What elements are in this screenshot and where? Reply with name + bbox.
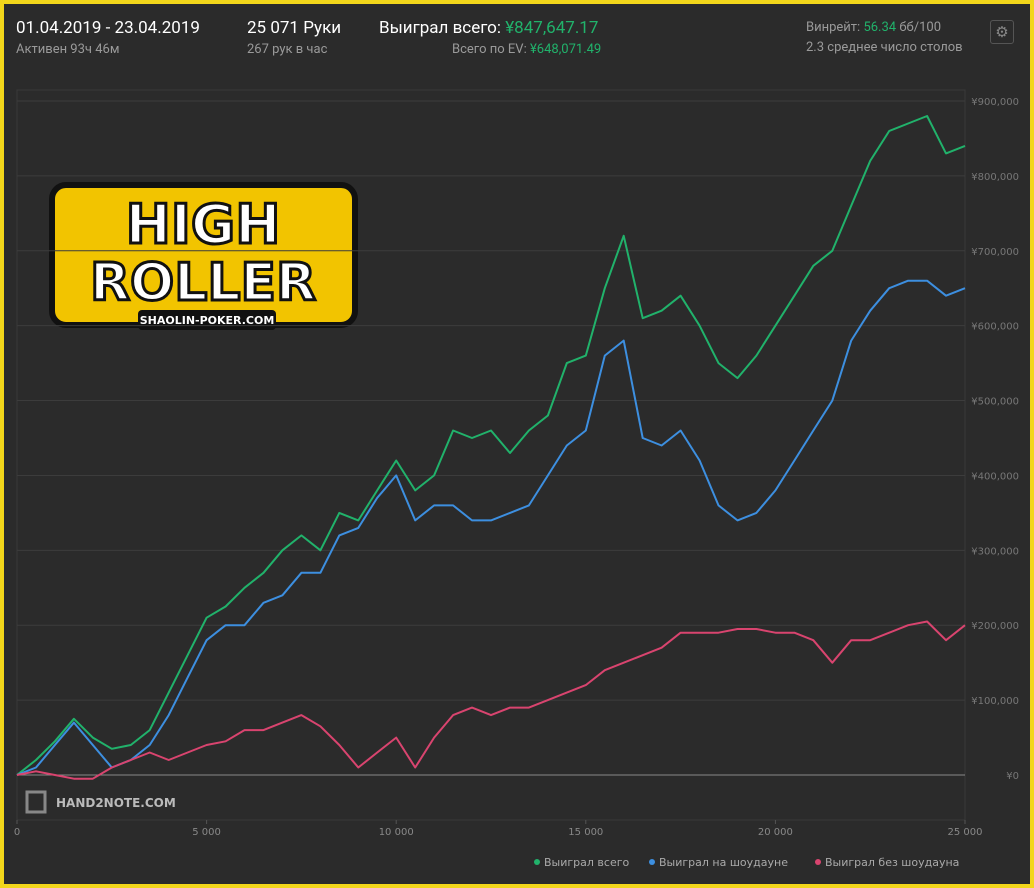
y-tick-label: ¥400,000: [971, 471, 1019, 482]
y-tick-label: ¥800,000: [971, 172, 1019, 183]
y-tick-label: ¥100,000: [971, 696, 1019, 707]
y-tick-label: ¥900,000: [971, 97, 1019, 108]
settings-button[interactable]: ⚙: [990, 20, 1014, 44]
x-tick-label: 0: [14, 827, 20, 838]
legend-label: Выиграл без шоудауна: [825, 856, 959, 869]
active-time: Активен 93ч 46м: [16, 42, 120, 57]
logo: HIGH ROLLER SHAOLIN-POKER.COM: [49, 182, 358, 330]
legend-marker: [649, 859, 655, 865]
y-tick-label: ¥600,000: [971, 322, 1019, 333]
series-line: [16, 620, 966, 780]
hands: 25 071 Руки: [247, 18, 342, 38]
x-tick-label: 15 000: [568, 827, 603, 838]
watermark-text: HAND2NOTE.COM: [56, 796, 176, 810]
watermark: HAND2NOTE.COM: [25, 790, 176, 814]
legend-marker: [815, 859, 821, 865]
x-tick-label: 25 000: [948, 827, 983, 838]
legend-label: Выиграл на шоудауне: [659, 856, 788, 869]
won-total-label: Выиграл всего:: [379, 18, 501, 38]
winrate-value: 56.34: [863, 20, 897, 35]
x-tick-label: 10 000: [379, 827, 414, 838]
ev-value: ¥648,071.49: [529, 42, 602, 57]
x-tick-label: 20 000: [758, 827, 793, 838]
date-range: 01.04.2019 - 23.04.2019: [16, 18, 200, 38]
x-tick-label: 5 000: [192, 827, 221, 838]
y-tick-label: ¥500,000: [971, 397, 1019, 408]
y-tick-label: ¥0: [1006, 771, 1019, 782]
ev-label: Всего по EV:: [452, 42, 527, 57]
series-line: [16, 279, 966, 776]
avg-tables: 2.3 среднее число столов: [806, 40, 963, 55]
y-tick-label: ¥300,000: [971, 546, 1019, 557]
hands-per-hour: 267 рук в час: [247, 42, 328, 57]
logo-site: SHAOLIN-POKER.COM: [140, 314, 275, 327]
winrate-label: Винрейт:: [806, 20, 861, 35]
legend-label: Выиграл всего: [544, 856, 629, 869]
logo-line1: HIGH: [126, 193, 281, 256]
plot-frame: [16, 89, 966, 821]
won-total-value: ¥847,647.17: [505, 18, 599, 38]
series-line: [16, 115, 966, 776]
y-tick-label: ¥700,000: [971, 247, 1019, 258]
winrate-unit: бб/100: [899, 20, 941, 35]
logo-line2: ROLLER: [90, 253, 316, 313]
legend-marker: [534, 859, 540, 865]
y-tick-label: ¥200,000: [971, 621, 1019, 632]
